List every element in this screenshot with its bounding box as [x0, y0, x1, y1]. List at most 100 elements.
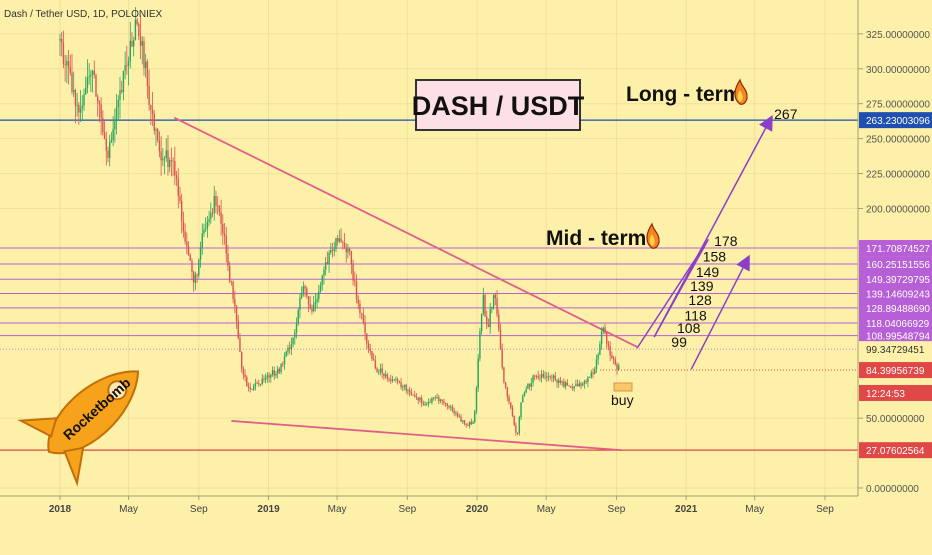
- time-tick-label: May: [745, 504, 764, 515]
- price-label-box: [859, 256, 932, 273]
- candle-body: [234, 299, 236, 306]
- candle-body: [131, 40, 133, 47]
- candle-body: [292, 337, 294, 345]
- time-tick-label: 2021: [675, 504, 698, 515]
- candle-body: [266, 375, 269, 378]
- candle-body: [609, 346, 611, 356]
- candle-body: [523, 392, 526, 397]
- candle-body: [544, 376, 546, 378]
- candle-body: [444, 402, 447, 404]
- candle-body: [489, 309, 491, 328]
- candle-body: [573, 386, 575, 389]
- candle-body: [528, 383, 531, 387]
- candle-body: [604, 327, 606, 334]
- candle-body: [542, 374, 545, 377]
- candle-body: [143, 41, 145, 68]
- candle-body: [530, 382, 533, 387]
- candle-body: [103, 132, 106, 140]
- candle-body: [568, 385, 570, 387]
- candle-body: [88, 76, 90, 78]
- candle-body: [223, 233, 226, 236]
- candle-body: [371, 351, 373, 359]
- candle-body: [486, 316, 488, 325]
- candle-body: [129, 40, 131, 62]
- candle-body: [575, 384, 577, 387]
- candle-body: [475, 388, 478, 411]
- candle-body: [367, 343, 370, 349]
- candle-body: [59, 38, 61, 41]
- time-axis-panel[interactable]: [0, 496, 858, 550]
- candle-body: [114, 121, 116, 130]
- target-label: 178: [714, 233, 738, 249]
- candle-body: [446, 403, 449, 406]
- candle-body: [86, 77, 89, 89]
- support-trendline: [231, 420, 623, 452]
- candle-body: [71, 72, 73, 92]
- candle-body: [503, 367, 505, 383]
- candle-body: [616, 364, 618, 370]
- candle-body: [558, 380, 560, 383]
- candle-body: [571, 387, 574, 389]
- price-label-text: 263.23003096: [866, 116, 930, 127]
- candle-body: [510, 402, 512, 408]
- candle-body: [112, 129, 114, 141]
- candle-body: [285, 351, 287, 357]
- candle-body: [594, 369, 596, 374]
- time-tick-label: 2018: [49, 504, 72, 515]
- long-term-arrow: [653, 115, 773, 338]
- candle-body: [81, 105, 83, 109]
- price-label-text: 139.14609243: [866, 290, 930, 301]
- candle-body: [499, 329, 502, 349]
- candle-body: [427, 401, 430, 404]
- candle-body: [239, 337, 241, 352]
- candle-body: [451, 406, 454, 411]
- candle-body: [559, 380, 562, 383]
- candle-body: [91, 70, 94, 75]
- candle-body: [206, 221, 209, 229]
- symbol-title[interactable]: Dash / Tether USD, 1D, POLONIEX: [4, 9, 163, 20]
- resistance-trendline: [173, 116, 638, 348]
- candle-body: [484, 294, 486, 317]
- candle-body: [472, 422, 474, 424]
- candle-body: [276, 368, 279, 374]
- candle-body: [220, 212, 222, 224]
- candle-body: [592, 372, 594, 374]
- candle-body: [216, 205, 219, 207]
- long-term-label: Long - term: [626, 83, 742, 106]
- candle-body: [463, 420, 466, 424]
- candle-body: [79, 108, 82, 113]
- candle-body: [247, 386, 250, 388]
- candle-body: [342, 241, 344, 243]
- candle-body: [97, 96, 99, 102]
- candle-body: [455, 412, 457, 414]
- candle-body: [470, 421, 473, 424]
- candle-body: [179, 196, 181, 201]
- candle-body: [515, 425, 517, 433]
- candle-body: [513, 416, 515, 426]
- candle-body: [426, 403, 428, 405]
- candle-body: [393, 379, 395, 381]
- price-tick-label: 225.00000000: [866, 170, 930, 181]
- candle-body: [62, 43, 65, 65]
- candle-body: [215, 196, 217, 206]
- candle-body: [398, 380, 401, 383]
- candle-body: [309, 304, 311, 309]
- candle-body: [299, 297, 301, 310]
- candle-body: [587, 377, 589, 383]
- candle-body: [95, 74, 97, 97]
- candle-body: [204, 228, 207, 230]
- candle-body: [228, 266, 231, 282]
- candle-body: [61, 38, 63, 44]
- candle-body: [153, 113, 155, 131]
- candle-body: [146, 61, 149, 86]
- candle-body: [561, 381, 563, 383]
- price-label-box: [859, 315, 932, 332]
- candle-body: [570, 386, 572, 388]
- candle-body: [576, 384, 579, 387]
- candle-body: [93, 70, 95, 75]
- candle-body: [331, 250, 334, 251]
- candle-body: [100, 104, 102, 118]
- price-axis-ticks: 325.00000000 300.00000000 275.00000000 250.…: [858, 30, 930, 495]
